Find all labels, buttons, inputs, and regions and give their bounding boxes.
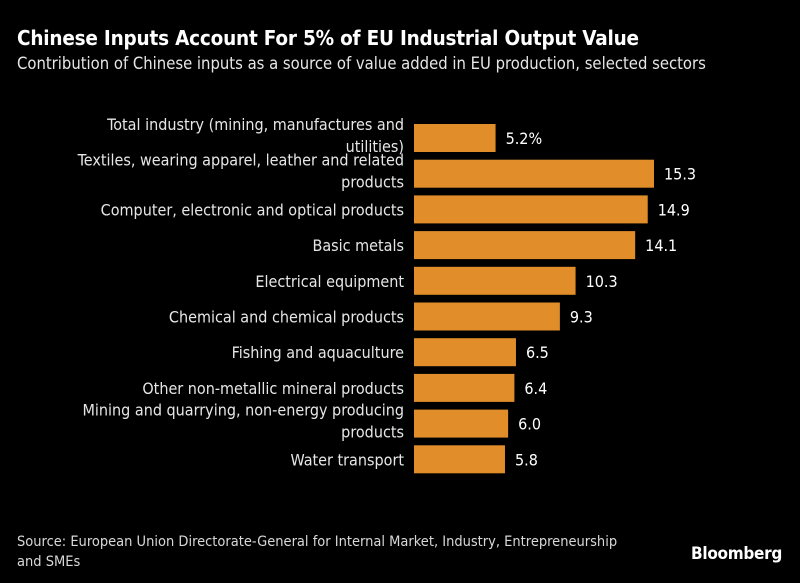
category-label: Fishing and aquaculture [232,343,405,362]
bar [414,338,516,367]
category-label: Basic metals [312,236,404,255]
data-label: 10.3 [586,272,618,291]
category-label: Water transport [290,450,404,469]
bar [414,409,509,438]
bar [414,159,654,188]
data-label: 6.4 [524,379,547,398]
category-label: Total industry (mining, manufactures and… [106,115,404,156]
data-label: 6.5 [526,343,549,362]
category-label: Textiles, wearing apparel, leather and r… [77,151,404,192]
category-label: Electrical equipment [255,272,404,291]
bar [414,124,496,152]
bar [414,445,505,474]
category-label: Computer, electronic and optical product… [101,200,404,219]
bar [414,373,515,402]
data-label: 15.3 [664,165,696,184]
data-label: 5.2% [506,129,543,148]
bar [414,231,636,260]
bar [414,302,560,331]
data-label: 9.3 [570,308,593,327]
bar [414,266,576,295]
category-label: Other non-metallic mineral products [142,379,404,398]
category-label: Chemical and chemical products [169,308,404,327]
bar [414,195,648,224]
data-label: 14.9 [658,200,690,219]
data-label: 5.8 [515,450,538,469]
bloomberg-logo: Bloomberg [691,544,782,564]
source-note: Source: European Union Directorate-Gener… [17,534,618,570]
data-label: 6.0 [518,415,541,434]
data-label: 14.1 [645,236,677,255]
chart-subtitle: Contribution of Chinese inputs as a sour… [17,54,706,73]
chart-title: Chinese Inputs Account For 5% of EU Indu… [17,26,639,50]
category-label: Mining and quarrying, non-energy produci… [83,401,405,442]
